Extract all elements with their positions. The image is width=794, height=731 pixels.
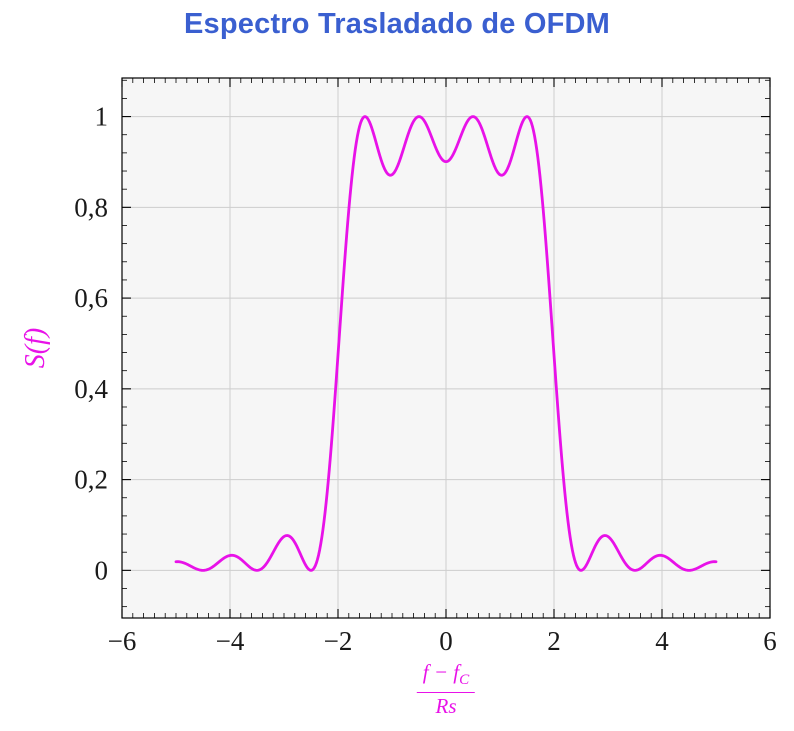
x-tick-label: 0: [439, 626, 453, 656]
x-tick-label: 4: [655, 626, 669, 656]
y-tick-label: 0,2: [74, 465, 108, 495]
y-tick-label: 0,8: [74, 192, 108, 222]
spectrum-curve: [174, 115, 718, 572]
x-tick-label: −6: [108, 626, 137, 656]
y-tick-label: 0,6: [74, 283, 108, 313]
x-axis-label-numerator: f − fC: [416, 660, 476, 693]
plot-frame: [121, 77, 771, 619]
y-tick-label: 0,4: [74, 374, 108, 404]
y-tick-label: 0: [95, 555, 109, 585]
y-tick-label: 1: [95, 102, 109, 132]
x-axis-label: f − fC Rs: [416, 660, 476, 718]
x-tick-label: 6: [763, 626, 777, 656]
chart-title: Espectro Trasladado de OFDM: [184, 8, 610, 40]
x-tick-label: −4: [216, 626, 245, 656]
x-tick-label: 2: [547, 626, 561, 656]
x-axis-label-denominator: Rs: [435, 693, 457, 718]
plot-area: −6 −4 −2 0 2 4 6 0 0,2 0,4 0,6 0,8 1: [74, 77, 777, 656]
x-tick-label: −2: [324, 626, 353, 656]
